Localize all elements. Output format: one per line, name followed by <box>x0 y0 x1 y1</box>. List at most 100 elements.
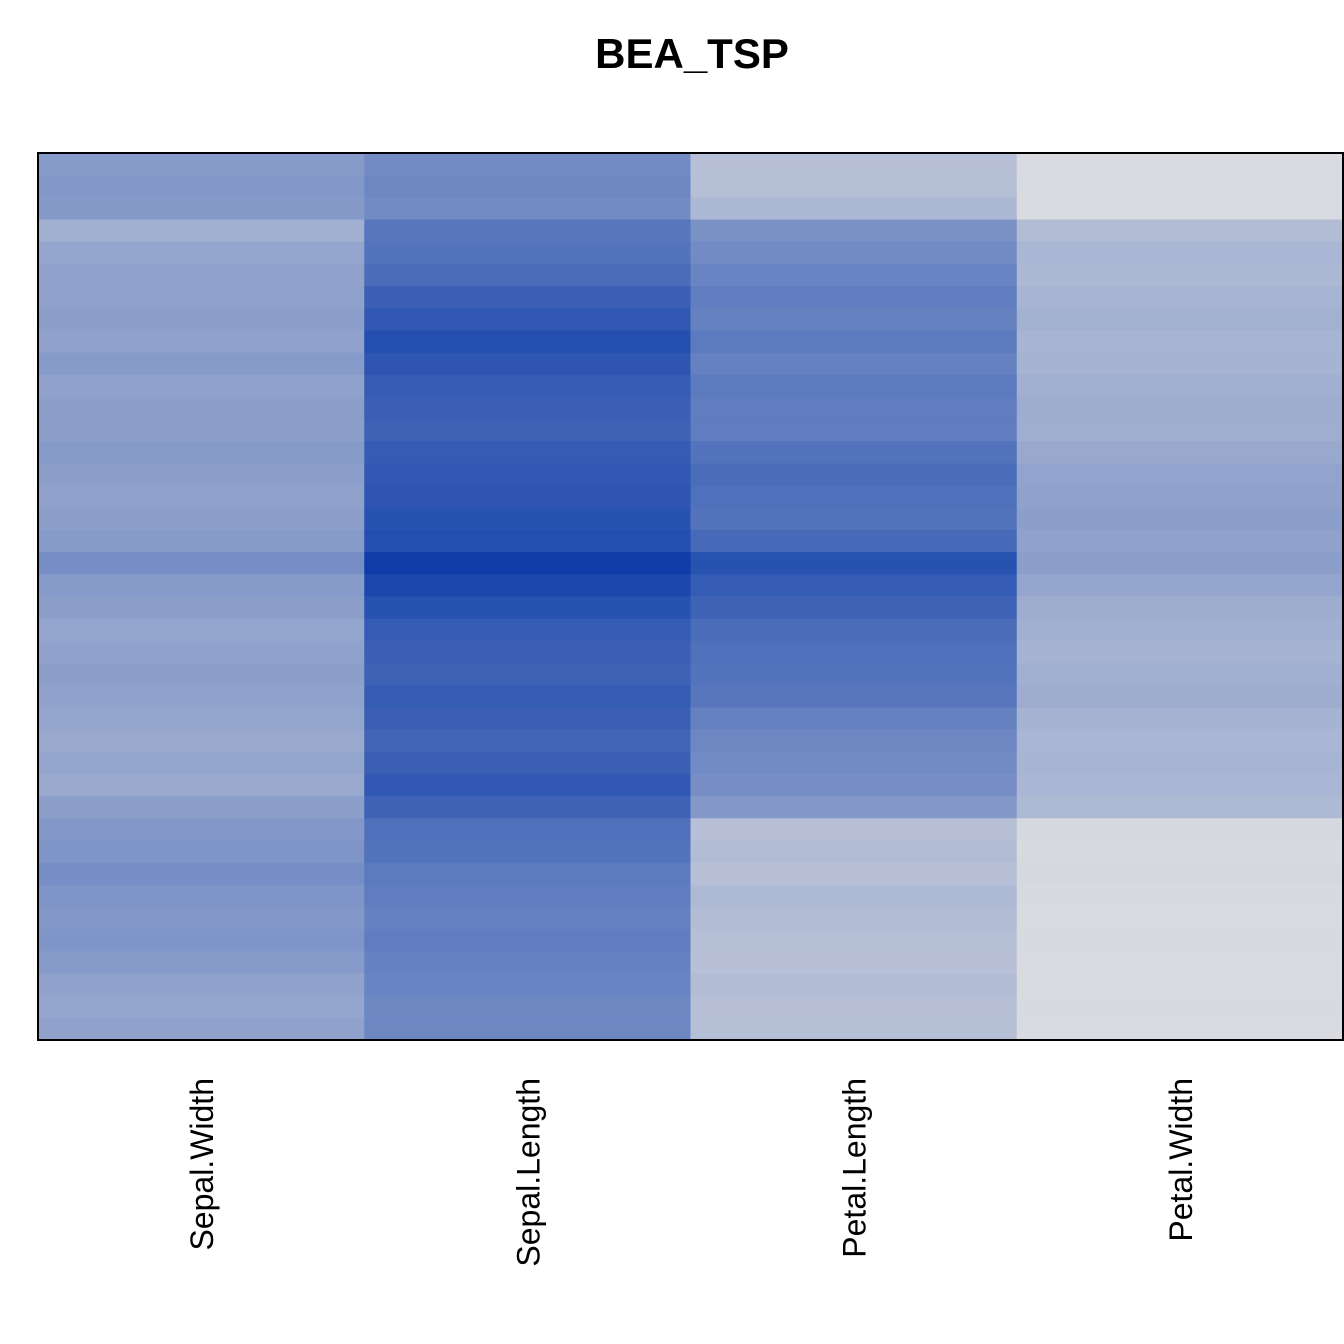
heatmap-cell-r37-Petal.Length <box>690 973 1018 997</box>
heatmap-cell-r2-Petal.Length <box>690 197 1018 221</box>
heatmap-cell-r17-Sepal.Length <box>364 529 692 553</box>
heatmap-cell-r10-Sepal.Width <box>38 374 365 398</box>
heatmap-cell-r14-Petal.Width <box>1016 463 1344 487</box>
heatmap-cell-r35-Petal.Width <box>1016 929 1344 952</box>
heatmap-cell-r33-Sepal.Width <box>38 884 365 908</box>
heatmap-cell-r20-Petal.Width <box>1016 596 1344 620</box>
heatmap-cell-r2-Petal.Width <box>1016 197 1344 221</box>
heatmap-cell-r24-Petal.Length <box>690 685 1018 708</box>
heatmap-cell-r15-Sepal.Width <box>38 485 365 509</box>
heatmap-cell-r14-Sepal.Width <box>38 463 365 487</box>
heatmap-cell-r20-Sepal.Width <box>38 596 365 620</box>
heatmap-cell-r28-Petal.Length <box>690 773 1018 797</box>
heatmap-cell-r7-Petal.Length <box>690 308 1018 332</box>
heatmap-cell-r28-Sepal.Width <box>38 773 365 797</box>
heatmap-cell-r33-Sepal.Length <box>364 884 692 908</box>
heatmap-cell-r29-Sepal.Length <box>364 796 692 819</box>
heatmap-cell-r38-Sepal.Width <box>38 995 365 1019</box>
heatmap-cell-r13-Sepal.Width <box>38 441 365 465</box>
heatmap-cell-r33-Petal.Length <box>690 884 1018 908</box>
heatmap-cell-r35-Petal.Length <box>690 929 1018 952</box>
heatmap-cell-r7-Petal.Width <box>1016 308 1344 332</box>
heatmap-cell-r26-Sepal.Width <box>38 729 365 753</box>
heatmap-cell-r15-Petal.Width <box>1016 485 1344 509</box>
heatmap-cell-r39-Petal.Width <box>1016 1017 1344 1041</box>
heatmap-cell-r11-Petal.Width <box>1016 396 1344 420</box>
heatmap-cell-r35-Sepal.Width <box>38 929 365 952</box>
heatmap-cell-r37-Petal.Width <box>1016 973 1344 997</box>
heatmap-cell-r11-Sepal.Length <box>364 396 692 420</box>
heatmap-cell-r36-Petal.Width <box>1016 951 1344 975</box>
heatmap-cell-r8-Sepal.Length <box>364 330 692 354</box>
heatmap-cell-r6-Sepal.Length <box>364 286 692 309</box>
heatmap-cell-r25-Sepal.Length <box>364 707 692 731</box>
heatmap-cell-r38-Petal.Length <box>690 995 1018 1019</box>
heatmap-cell-r39-Petal.Length <box>690 1017 1018 1041</box>
heatmap-cell-r15-Petal.Length <box>690 485 1018 509</box>
heatmap-cell-r1-Sepal.Width <box>38 175 365 198</box>
heatmap-cell-r24-Petal.Width <box>1016 685 1344 708</box>
heatmap-cell-r29-Sepal.Width <box>38 796 365 819</box>
heatmap-cell-r3-Sepal.Width <box>38 219 365 243</box>
heatmap-cell-r27-Sepal.Width <box>38 751 365 775</box>
heatmap-cell-r21-Petal.Width <box>1016 618 1344 642</box>
heatmap-cell-r6-Sepal.Width <box>38 286 365 309</box>
heatmap-cell-r1-Sepal.Length <box>364 175 692 198</box>
heatmap-cell-r31-Petal.Width <box>1016 840 1344 864</box>
heatmap-cell-r26-Petal.Width <box>1016 729 1344 753</box>
heatmap-cell-r30-Petal.Length <box>690 818 1018 842</box>
heatmap-cell-r12-Sepal.Length <box>364 419 692 442</box>
heatmap-cell-r10-Petal.Length <box>690 374 1018 398</box>
heatmap-cell-r25-Petal.Length <box>690 707 1018 731</box>
heatmap-cell-r18-Petal.Width <box>1016 552 1344 575</box>
heatmap-cell-r10-Petal.Width <box>1016 374 1344 398</box>
heatmap-cell-r8-Sepal.Width <box>38 330 365 354</box>
column-labels: Sepal.Width Sepal.Length Petal.Length Petal… <box>184 1078 1199 1267</box>
heatmap-cell-r31-Sepal.Width <box>38 840 365 864</box>
heatmap-cell-r27-Sepal.Length <box>364 751 692 775</box>
heatmap-cell-r19-Sepal.Length <box>364 574 692 598</box>
heatmap-cell-r38-Sepal.Length <box>364 995 692 1019</box>
heatmap-cell-r1-Petal.Width <box>1016 175 1344 198</box>
heatmap-cell-r11-Petal.Length <box>690 396 1018 420</box>
heatmap-cell-r30-Petal.Width <box>1016 818 1344 842</box>
heatmap-cell-r13-Petal.Length <box>690 441 1018 465</box>
heatmap-cell-r3-Sepal.Length <box>364 219 692 243</box>
heatmap-cell-r28-Petal.Width <box>1016 773 1344 797</box>
heatmap-cell-r31-Petal.Length <box>690 840 1018 864</box>
heatmap-cell-r16-Petal.Length <box>690 507 1018 531</box>
column-label: Petal.Length <box>837 1078 873 1258</box>
heatmap-cell-r7-Sepal.Width <box>38 308 365 332</box>
heatmap-cell-r13-Sepal.Length <box>364 441 692 465</box>
heatmap-cell-r3-Petal.Length <box>690 219 1018 243</box>
heatmap-cell-r23-Petal.Length <box>690 663 1018 686</box>
heatmap-cell-r11-Sepal.Width <box>38 396 365 420</box>
heatmap-cell-r7-Sepal.Length <box>364 308 692 332</box>
heatmap-cell-r18-Petal.Length <box>690 552 1018 575</box>
heatmap-cell-r2-Sepal.Length <box>364 197 692 221</box>
heatmap-cell-r22-Petal.Length <box>690 640 1018 664</box>
chart-title: BEA_TSP <box>595 30 789 77</box>
heatmap-cell-r23-Sepal.Length <box>364 663 692 686</box>
heatmap-cell-r34-Petal.Width <box>1016 906 1344 930</box>
heatmap-cell-r27-Petal.Length <box>690 751 1018 775</box>
heatmap-cell-r5-Petal.Length <box>690 263 1018 287</box>
heatmap-cell-r19-Petal.Width <box>1016 574 1344 598</box>
heatmap-cell-r17-Sepal.Width <box>38 529 365 553</box>
heatmap-cells <box>38 153 1344 1041</box>
heatmap-cell-r3-Petal.Width <box>1016 219 1344 243</box>
heatmap-cell-r17-Petal.Length <box>690 529 1018 553</box>
heatmap-cell-r19-Sepal.Width <box>38 574 365 598</box>
heatmap-cell-r9-Sepal.Length <box>364 352 692 376</box>
heatmap-cell-r21-Petal.Length <box>690 618 1018 642</box>
heatmap-cell-r16-Sepal.Length <box>364 507 692 531</box>
heatmap-cell-r17-Petal.Width <box>1016 529 1344 553</box>
heatmap-cell-r27-Petal.Width <box>1016 751 1344 775</box>
heatmap-cell-r21-Sepal.Width <box>38 618 365 642</box>
heatmap-cell-r16-Petal.Width <box>1016 507 1344 531</box>
heatmap-cell-r33-Petal.Width <box>1016 884 1344 908</box>
heatmap-cell-r9-Petal.Width <box>1016 352 1344 376</box>
heatmap-cell-r25-Sepal.Width <box>38 707 365 731</box>
heatmap-cell-r26-Sepal.Length <box>364 729 692 753</box>
heatmap-cell-r10-Sepal.Length <box>364 374 692 398</box>
